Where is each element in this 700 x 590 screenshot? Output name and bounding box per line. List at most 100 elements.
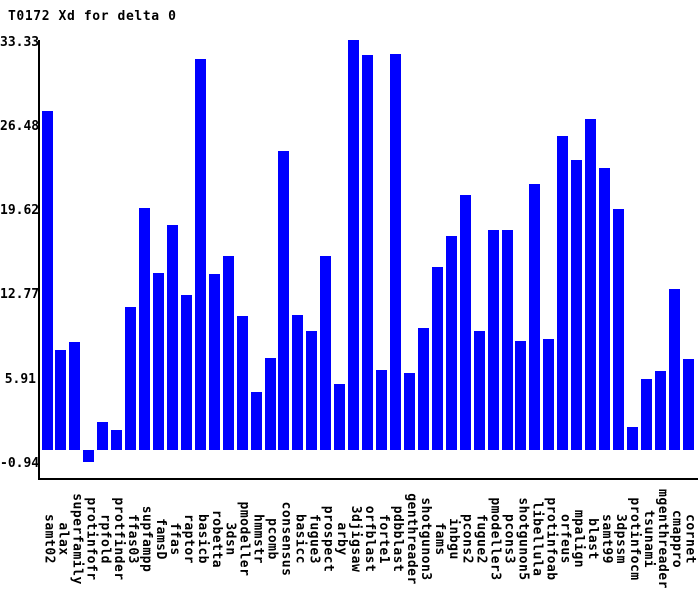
bar-famsD [153,272,165,450]
y-tick-label: 26.48 [0,118,40,134]
bar-samt99 [599,168,611,450]
bar-3dsn [222,255,234,450]
x-label-pcomb: pcomb [264,518,280,560]
bar-rpfold [97,421,109,450]
x-label-fugue2: fugue2 [473,514,489,564]
x-label-inbgu: inbgu [445,518,461,560]
x-label-mgenthreader: mgenthreader [654,489,670,589]
y-tick-label: 19.62 [0,203,40,219]
bar-libellula [529,184,541,450]
y-tick-label: 5.91 [4,371,36,387]
bar-pmodeller3 [487,229,499,450]
chart-title: T0172 Xd for delta 0 [8,9,177,24]
x-label-ffas: ffas [166,522,182,556]
bar-protfinder [111,430,123,450]
bar-shotgunon5 [515,340,527,450]
x-label-cmappro: cmappro [668,509,684,569]
x-label-fugue3: fugue3 [306,514,322,564]
x-label-3djigsaw: 3djigsaw [348,505,364,573]
x-label-samt99: samt99 [599,514,615,564]
x-label-forte1: forte1 [376,514,392,564]
bar-3djigsaw [348,40,360,450]
x-label-superfamily: superfamily [69,493,85,585]
x-label-tsunami: tsunami [640,509,656,569]
x-label-3dsn: 3dsn [222,522,238,556]
bar-pdbblast [390,53,401,450]
bar-forte1 [376,370,388,450]
bar-pmodeller [236,315,248,450]
bar-mpalign [571,159,583,450]
y-tick-label: 33.33 [0,34,40,50]
x-label-ffas03: ffas03 [125,514,141,564]
bar-inbgu [445,235,457,450]
x-label-orfeus: orfeus [557,514,573,564]
x-label-supfampp: supfampp [139,505,155,573]
x-label-protinfofr: protinfofr [83,497,99,581]
bar-prospect [320,255,332,450]
x-label-basicb: basicb [194,514,210,564]
bar-superfamily [69,341,81,450]
bar-pcons2 [459,195,471,450]
x-label-hmmstr: hmmstr [250,514,266,564]
x-label-consensus: consensus [278,501,294,577]
x-label-raptor: raptor [180,514,196,564]
bar-protinfoab [543,339,555,450]
bar-mgenthreader [654,371,666,450]
x-label-pcons3: pcons3 [501,514,517,564]
x-label-pdbblast: pdbblast [390,505,405,573]
bar-basicb [194,58,206,450]
bar-ffas03 [125,307,137,450]
y-tick-label: -0.94 [0,456,40,472]
x-label-protinfocm: protinfocm [626,497,642,581]
bar-genthreader [403,372,415,450]
x-label-robetta: robetta [208,509,224,569]
bar-3dpssm [613,208,625,450]
bar-arby [334,383,346,450]
x-label-arby: arby [334,522,350,556]
bar-fams [431,266,443,450]
y-tick-label: 12.77 [0,287,40,303]
bar-fugue2 [473,330,485,450]
x-label-prospect: prospect [320,505,336,573]
x-label-3dpssm: 3dpssm [613,514,629,564]
x-label-pmodeller3: pmodeller3 [487,497,503,581]
x-label-famsD: famsD [153,518,169,560]
bar-blast [585,119,597,450]
bar-supfampp [139,207,151,450]
bar-orfeus [557,136,569,450]
x-label-protinfoab: protinfoab [543,497,559,581]
bar-ffas [166,224,178,450]
x-label-shotgunon5: shotgunon5 [515,497,531,581]
bar-pcomb [264,357,276,450]
bar-cornet [682,358,694,450]
bar-raptor [180,295,192,450]
bar-basicc [292,314,304,450]
bar-protinfofr [83,450,95,462]
x-label-samt02: samt02 [41,514,57,564]
bar-orfblast [362,55,374,450]
bar-fugue3 [306,330,318,450]
bar-shotgunon3 [417,328,429,450]
bar-pcons3 [501,229,513,450]
x-label-blast: blast [585,518,601,560]
bar-hmmstr [250,392,262,450]
x-label-alax: alax [55,522,71,556]
x-label-libellula: libellula [529,501,545,577]
x-axis-line [38,478,698,480]
bar-cmappro [668,288,680,450]
x-label-mpalign: mpalign [571,509,587,569]
bar-robetta [208,274,220,450]
x-label-genthreader: genthreader [403,493,419,585]
bar-protinfocm [626,426,638,450]
x-label-pmodeller: pmodeller [236,501,252,577]
x-label-fams: fams [431,522,447,556]
x-label-pcons2: pcons2 [459,514,475,564]
x-label-orfblast: orfblast [362,505,378,573]
x-label-rpfold: rpfold [97,514,113,564]
x-label-shotgunon3: shotgunon3 [417,497,433,581]
x-label-protfinder: protfinder [111,497,127,581]
x-label-basicc: basicc [292,514,308,564]
bar-tsunami [640,378,652,450]
x-label-cornet: cornet [682,514,698,564]
bar-alax [55,350,67,450]
